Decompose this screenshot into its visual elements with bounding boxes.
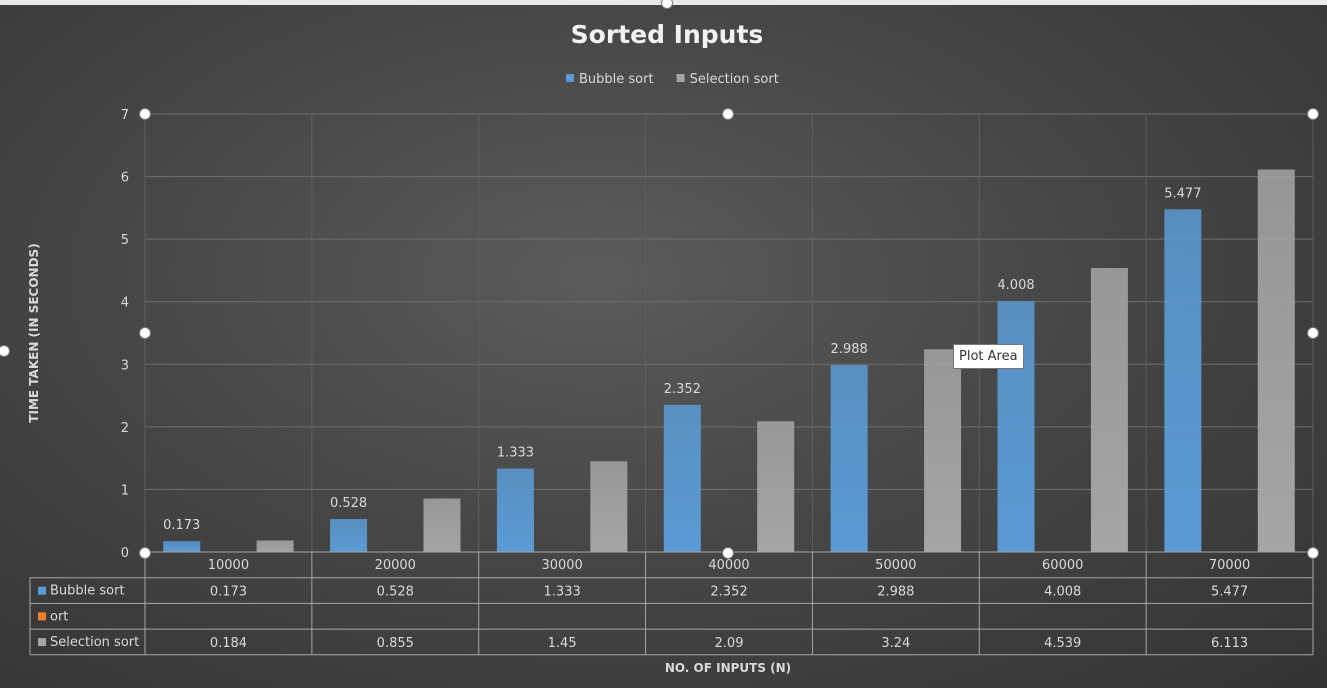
data-label: 0.528 (330, 496, 367, 511)
data-label: 4.008 (997, 278, 1034, 293)
row-swatch (38, 586, 46, 595)
bar (757, 421, 795, 552)
table-cell: 1.45 (548, 636, 577, 651)
y-tick-label: 1 (121, 483, 129, 498)
y-axis-title: TIME TAKEN (IN SECONDS) (27, 243, 41, 422)
legend[interactable]: Bubble sort Selection sort (566, 72, 779, 87)
y-tick-label: 2 (121, 421, 129, 436)
y-tick-label: 0 (121, 546, 129, 561)
bar (924, 349, 962, 552)
row-label: Bubble sort (50, 584, 125, 599)
category-label: 60000 (1042, 558, 1083, 573)
row-label: ort (50, 609, 68, 624)
gridlines (144, 113, 1314, 553)
resize-handle (722, 547, 734, 559)
bar (423, 498, 461, 552)
table-cell: 2.09 (715, 636, 744, 651)
resize-handle (722, 108, 734, 120)
bar (590, 461, 628, 552)
resize-handle (139, 547, 151, 559)
y-tick-label: 5 (121, 233, 129, 248)
bar (330, 518, 368, 552)
table-cell: 4.539 (1044, 636, 1081, 651)
category-label: 50000 (875, 558, 916, 573)
y-tick-label: 6 (121, 171, 129, 186)
row-swatch (38, 612, 46, 621)
category-label: 10000 (208, 558, 249, 573)
y-tick-label: 7 (121, 108, 129, 123)
table-cell: 3.24 (881, 636, 910, 651)
data-label: 0.173 (163, 518, 200, 533)
table-cell: 0.528 (377, 585, 414, 600)
bar (1257, 169, 1295, 552)
data-label: 1.333 (497, 446, 534, 461)
selection-handles[interactable] (0, 0, 1319, 559)
table-cell: 0.173 (210, 585, 247, 600)
resize-handle (1307, 547, 1319, 559)
legend-label: Bubble sort (579, 72, 654, 87)
resize-handle (139, 327, 151, 339)
table-cell: 2.988 (877, 585, 914, 600)
bar (256, 540, 294, 552)
table-cell: 0.184 (210, 636, 247, 651)
y-axis: 0 1 2 3 4 5 6 7 (121, 108, 129, 561)
plot-area[interactable] (163, 169, 1295, 553)
data-table[interactable]: 10000 20000 30000 40000 50000 60000 70000 Bubbl… (29, 551, 1314, 656)
category-label: 70000 (1209, 558, 1250, 573)
resize-handle (1307, 327, 1319, 339)
table-cell: 4.008 (1044, 585, 1081, 600)
resize-handle (0, 345, 10, 357)
row-label: Selection sort (50, 635, 139, 650)
row-swatch (38, 638, 46, 647)
resize-handle (139, 108, 151, 120)
resize-handle (1307, 108, 1319, 120)
legend-swatch (676, 74, 685, 82)
y-tick-label: 3 (121, 358, 129, 373)
table-cell: 1.333 (544, 585, 581, 600)
x-axis-title: NO. OF INPUTS (N) (665, 661, 791, 675)
plot-area-tooltip: Plot Area (953, 344, 1024, 369)
table-cell: 6.113 (1211, 636, 1248, 651)
bar (496, 468, 534, 552)
data-label: 5.477 (1164, 186, 1201, 201)
data-label: 2.352 (664, 382, 701, 397)
legend-label: Selection sort (690, 72, 779, 87)
bar (663, 404, 701, 552)
bar (997, 301, 1035, 552)
chart-title[interactable]: Sorted Inputs (571, 20, 764, 49)
bar (163, 541, 201, 552)
category-label: 20000 (375, 558, 416, 573)
data-label: 2.988 (831, 342, 868, 357)
legend-swatch (566, 74, 574, 82)
bar (830, 365, 868, 552)
bar (1164, 209, 1202, 553)
category-label: 30000 (541, 558, 582, 573)
table-cell: 0.855 (377, 636, 414, 651)
data-labels: 0.173 0.528 1.333 2.352 2.988 4.008 5.477 (163, 186, 1201, 533)
table-cell: 5.477 (1211, 585, 1248, 600)
category-label: 40000 (708, 558, 749, 573)
table-cell: 2.352 (710, 585, 747, 600)
resize-handle (661, 0, 673, 9)
bar (1090, 267, 1128, 552)
y-tick-label: 4 (121, 296, 129, 311)
